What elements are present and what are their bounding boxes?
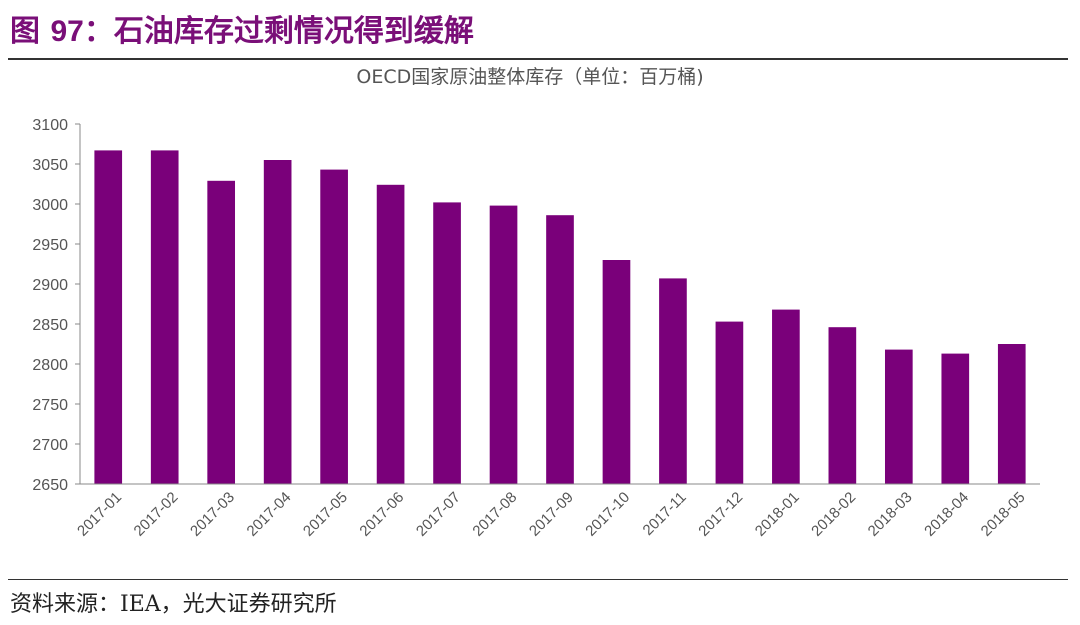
y-tick-label: 3050 [32,157,68,174]
bar [602,260,631,484]
bar [376,184,405,485]
x-tick-label: 2017-08 [469,489,520,540]
y-tick-label: 2650 [32,477,68,494]
x-tick-label: 2017-06 [356,489,407,540]
x-tick-label: 2017-03 [187,489,238,540]
y-tick-label: 2850 [32,317,68,334]
y-axis: 2650 2700 2750 2800 2850 2900 2950 3000 3050 3100 [32,117,81,494]
x-tick-label: 2017-02 [131,489,182,540]
bar-chart: OECD国家原油整体库存（单位：百万桶) 2650 2700 2750 2800 285… [32,66,1040,540]
top-rule [8,58,1068,60]
x-tick-label: 2017-05 [300,489,351,540]
chart-title: OECD国家原油整体库存（单位：百万桶) [356,66,703,88]
y-tick-label: 2750 [32,397,68,414]
bar [263,160,292,484]
x-tick-label: 2018-03 [865,489,916,540]
bars [94,150,1026,485]
bar [320,169,348,484]
x-tick-label: 2017-11 [640,489,690,539]
bar [546,215,574,484]
bar [207,180,236,485]
bar [433,202,461,484]
bar [489,205,518,484]
x-tick-label: 2017-10 [582,489,633,540]
bar [941,353,970,484]
x-axis: 2017-01 2017-02 2017-03 2017-04 2017-05 2017-… [74,483,1040,540]
y-tick-label: 2800 [32,357,68,374]
x-tick-label: 2018-01 [752,489,803,540]
y-tick-label: 3100 [32,117,68,134]
bottom-rule [8,579,1068,580]
x-tick-label: 2018-02 [808,489,859,540]
x-tick-label: 2017-04 [244,489,295,540]
figure-title-text: ：石油库存过剩情况得到缓解 [83,14,474,49]
x-tick-label: 2017-01 [74,489,125,540]
bar [772,309,800,484]
x-tick-label: 2017-12 [695,489,746,540]
bar [94,150,123,484]
bar [659,278,687,484]
bar [884,349,913,484]
x-tick-label: 2018-04 [921,489,972,540]
bar [828,327,857,484]
y-tick-label: 2700 [32,437,68,454]
bar [715,321,744,484]
y-tick-label: 2950 [32,237,68,254]
y-tick-label: 2900 [32,277,68,294]
x-tick-label: 2017-07 [413,489,464,540]
bar [150,150,179,484]
bar [997,344,1026,484]
y-tick-label: 3000 [32,197,68,214]
x-tick-label: 2017-09 [526,489,577,540]
figure-title: 图 97：石油库存过剩情况得到缓解 [10,8,474,56]
figure-number: 97 [50,15,84,48]
source-note: 资料来源：IEA，光大证券研究所 [10,592,337,617]
x-tick-label: 2018-05 [978,489,1029,540]
figure-label: 图 [10,14,40,49]
